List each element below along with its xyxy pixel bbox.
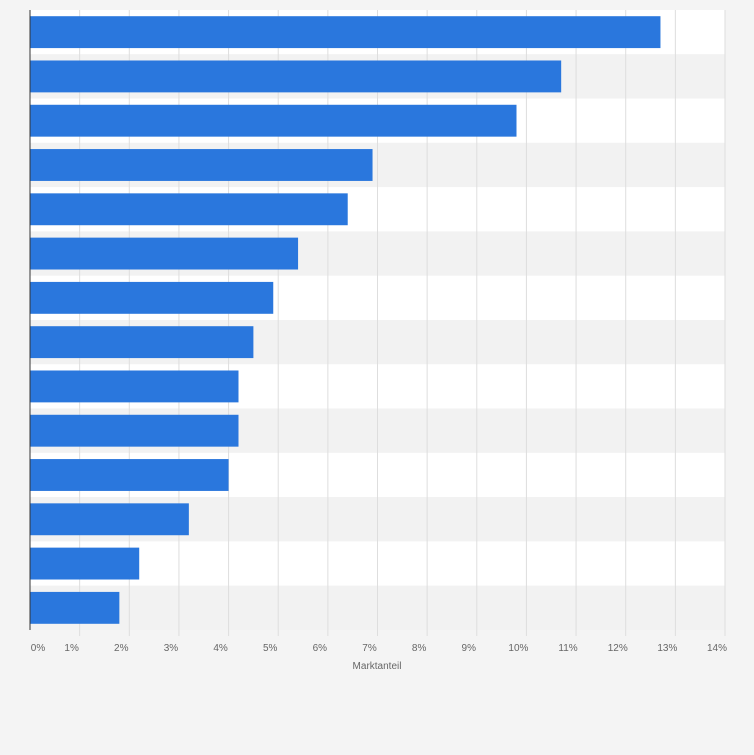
x-tick-label: 13% bbox=[657, 643, 677, 654]
bar[interactable] bbox=[30, 459, 229, 491]
bar[interactable] bbox=[30, 326, 254, 359]
x-tick-label: 11% bbox=[558, 643, 577, 654]
bar[interactable] bbox=[30, 591, 120, 624]
bar[interactable] bbox=[30, 193, 348, 226]
bar[interactable] bbox=[30, 237, 299, 270]
bar[interactable] bbox=[30, 370, 239, 403]
x-tick-label: 2% bbox=[114, 643, 129, 654]
x-tick-label: 1% bbox=[64, 643, 79, 654]
x-tick-label: 0% bbox=[31, 643, 46, 654]
x-tick-label: 12% bbox=[608, 643, 628, 654]
bar[interactable] bbox=[30, 60, 562, 93]
x-tick-label: 5% bbox=[263, 643, 278, 654]
x-axis-title: Marktanteil bbox=[353, 661, 402, 672]
x-tick-label: 3% bbox=[164, 643, 179, 654]
x-tick-label: 4% bbox=[213, 643, 228, 654]
bar[interactable] bbox=[30, 104, 517, 137]
x-tick-label: 8% bbox=[412, 643, 427, 654]
x-tick-label: 14% bbox=[707, 643, 727, 654]
bar[interactable] bbox=[30, 414, 239, 447]
bar[interactable] bbox=[30, 149, 373, 181]
bar[interactable] bbox=[30, 547, 140, 580]
x-tick-labels: 0% 1% 2% 3% 4% 5% 6% 7% 8% 9% 10% 11% 12% 13% 14% bbox=[31, 643, 727, 654]
bars bbox=[30, 16, 661, 624]
x-tick-label: 9% bbox=[462, 643, 477, 654]
x-tick-label: 7% bbox=[362, 643, 377, 654]
x-tick-label: 6% bbox=[313, 643, 328, 654]
bar[interactable] bbox=[30, 16, 661, 49]
bar[interactable] bbox=[30, 281, 274, 314]
x-tick-label: 10% bbox=[508, 643, 528, 654]
bar[interactable] bbox=[30, 503, 189, 536]
